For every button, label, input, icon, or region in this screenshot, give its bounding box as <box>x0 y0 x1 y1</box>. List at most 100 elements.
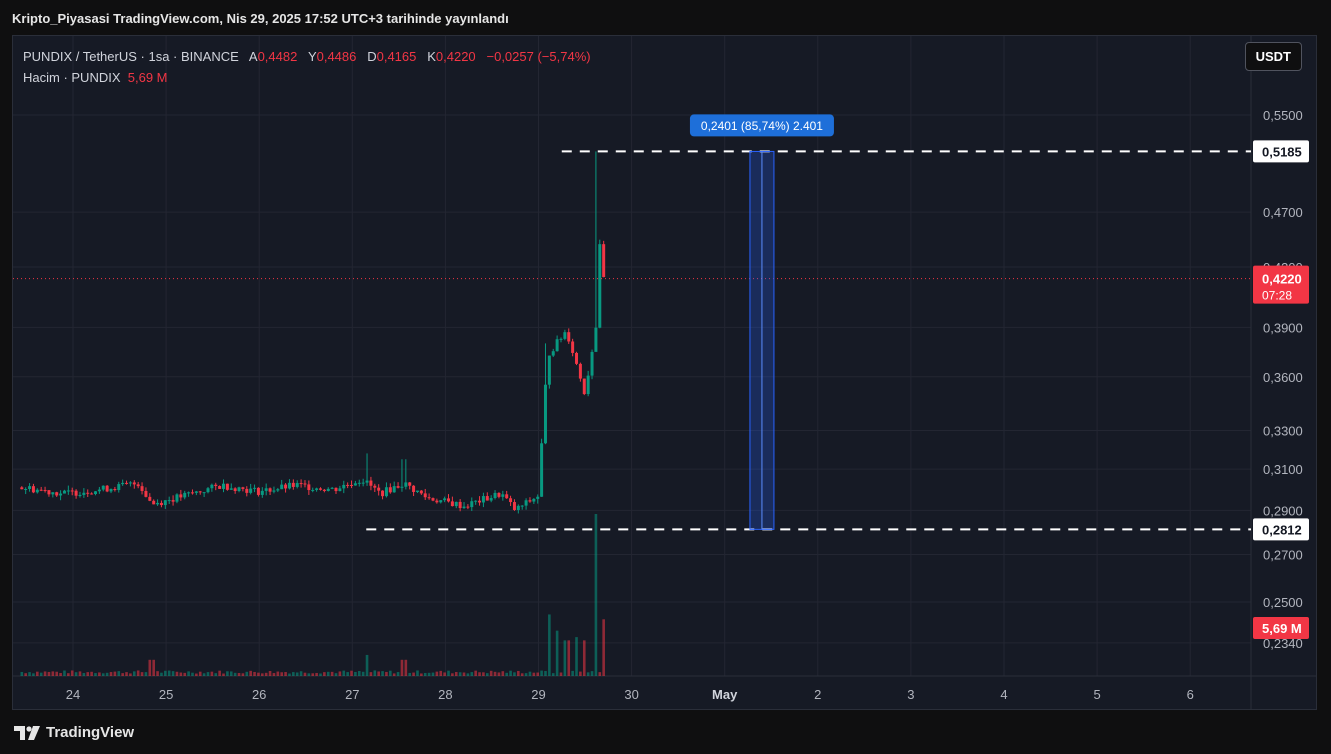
candle-body <box>35 489 39 493</box>
candle-body <box>253 487 257 489</box>
candle-body <box>117 484 121 491</box>
candle-body <box>245 488 249 493</box>
candle-body <box>24 489 28 491</box>
candle-body <box>388 487 392 493</box>
volume-bar <box>582 640 586 676</box>
volume-bar <box>493 671 497 676</box>
x-tick-label: 2 <box>814 687 821 702</box>
volume-bar <box>338 671 342 676</box>
volume-bar <box>210 671 214 676</box>
currency-button[interactable]: USDT <box>1244 42 1302 71</box>
candle-body <box>431 498 435 501</box>
candle-body <box>152 500 156 505</box>
candle-body <box>249 488 253 493</box>
candle-body <box>582 378 586 395</box>
volume-bar <box>435 671 439 676</box>
volume-bar <box>136 670 140 676</box>
candle-body <box>555 339 559 352</box>
close-value: 0,4220 <box>435 49 476 64</box>
volume-label: Hacim · PUNDIX <box>23 70 121 85</box>
volume-bar <box>567 640 571 676</box>
candle-body <box>272 490 276 492</box>
candle-body <box>489 498 493 501</box>
high-label: Y <box>307 49 317 64</box>
candle-body <box>497 492 501 497</box>
y-tick-label: 0,3900 <box>1263 320 1303 335</box>
candle-body <box>295 483 299 487</box>
candle-body <box>470 501 474 508</box>
candle-body <box>86 492 90 494</box>
volume-bar <box>167 670 171 676</box>
volume-value: 5,69 M <box>127 70 168 85</box>
volume-bar <box>423 672 427 676</box>
candle-body <box>276 489 280 491</box>
volume-bar <box>377 671 380 676</box>
candle-body <box>408 482 412 486</box>
candle-body <box>450 501 454 507</box>
candle-body <box>342 484 346 489</box>
x-tick-label: 30 <box>624 687 638 702</box>
volume-bar <box>280 672 283 676</box>
candle-body <box>113 488 117 491</box>
candle-body <box>225 483 229 490</box>
volume-bar <box>113 671 117 676</box>
volume-bar <box>571 670 574 676</box>
x-tick-label: 25 <box>159 687 173 702</box>
x-tick-label: 26 <box>252 687 266 702</box>
volume-bar <box>575 637 578 676</box>
volume-bar <box>369 672 373 676</box>
volume-bar <box>101 673 105 676</box>
candle-body <box>31 486 35 493</box>
candle-body <box>377 487 381 491</box>
volume-bar <box>315 672 318 676</box>
volume-bar <box>117 671 121 676</box>
open-value: 0,4482 <box>257 49 298 64</box>
candle-body <box>346 484 350 486</box>
x-tick-label: 29 <box>531 687 545 702</box>
candle-body <box>543 384 547 444</box>
volume-bar <box>311 673 315 676</box>
footer-brand[interactable]: TradingView <box>14 724 134 741</box>
volume-bar <box>381 671 384 676</box>
candle-body <box>39 489 43 491</box>
measure-label-box <box>689 114 834 137</box>
volume-bar <box>373 670 377 676</box>
candle-body <box>105 485 109 492</box>
volume-badge-box <box>1253 617 1309 639</box>
close-label: K <box>427 49 436 64</box>
volume-bar <box>24 673 27 676</box>
chart-panel[interactable]: 0,2401 (85,74%) 2.4010,55000,47000,43000… <box>12 35 1317 710</box>
current-price-badge-box <box>1253 265 1309 304</box>
candle-body <box>140 486 144 491</box>
volume-bar <box>175 671 179 676</box>
low-price-badge-box <box>1253 518 1309 541</box>
candle-body <box>509 498 513 503</box>
chart-legend: PUNDIX / TetherUS · 1sa · BINANCE A0,448… <box>23 46 591 88</box>
volume-bar <box>416 670 419 676</box>
candle-body <box>256 487 260 495</box>
volume-bar <box>389 670 392 676</box>
price-chart[interactable]: 0,2401 (85,74%) 2.4010,55000,47000,43000… <box>13 36 1317 710</box>
candle-body <box>322 489 326 491</box>
candle-body <box>121 482 125 485</box>
volume-bar <box>598 672 602 676</box>
volume-bar <box>466 673 470 676</box>
volume-bar <box>497 672 501 676</box>
candle-body <box>598 244 602 328</box>
candle-body <box>93 491 97 495</box>
symbol-label[interactable]: PUNDIX / TetherUS · 1sa · BINANCE <box>23 49 239 64</box>
candle-body <box>392 486 396 493</box>
low-label: D <box>367 49 377 64</box>
volume-bar <box>105 672 109 676</box>
candle-body <box>218 486 222 489</box>
volume-bar <box>109 672 113 676</box>
candle-body <box>516 505 520 510</box>
low-value: 0,4165 <box>376 49 417 64</box>
volume-bar <box>365 654 369 676</box>
candle-body <box>427 497 431 499</box>
volume-bar <box>20 671 24 676</box>
candle-body <box>74 490 78 496</box>
candle-body <box>59 493 63 496</box>
candle-body <box>159 502 163 506</box>
volume-bar <box>233 672 237 676</box>
